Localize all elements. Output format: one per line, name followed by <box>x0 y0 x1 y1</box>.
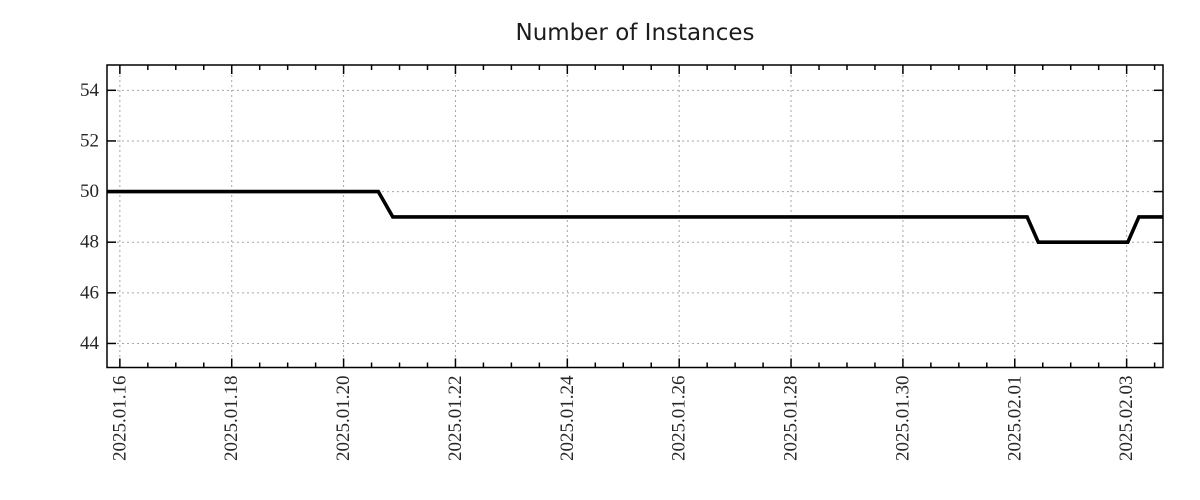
x-axis-tick-label: 2025.02.01 <box>1004 376 1025 462</box>
x-axis-tick-label: 2025.01.16 <box>109 376 130 462</box>
x-axis-tick-label: 2025.01.28 <box>781 376 802 462</box>
x-axis-tick-label: 2025.01.22 <box>445 376 466 462</box>
tick-labels: 44 46 48 50 52 54 2025.01.16 2025.01.18 2025.01.… <box>80 80 1137 461</box>
x-axis-tick-label: 2025.01.26 <box>669 376 690 462</box>
series-lines <box>107 189 1163 244</box>
x-axis-tick-label: 2025.02.03 <box>1116 376 1137 462</box>
x-axis-tick-label: 2025.01.30 <box>892 376 913 462</box>
y-axis-tick-label: 46 <box>80 282 99 303</box>
series-line <box>107 189 1163 244</box>
x-axis-tick-label: 2025.01.18 <box>221 376 242 462</box>
y-axis-tick-label: 48 <box>80 232 99 253</box>
axes-and-ticks <box>106 64 1164 369</box>
x-axis-tick-label: 2025.01.24 <box>557 375 578 461</box>
plot-border <box>106 64 1164 369</box>
y-axis-tick-label: 52 <box>80 130 99 151</box>
y-axis-tick-label: 54 <box>80 80 100 101</box>
x-axis-tick-label: 2025.01.20 <box>333 376 354 462</box>
chart-title: Number of Instances <box>516 20 755 46</box>
y-axis-tick-label: 50 <box>80 181 99 202</box>
y-axis-tick-label: 44 <box>80 333 100 354</box>
